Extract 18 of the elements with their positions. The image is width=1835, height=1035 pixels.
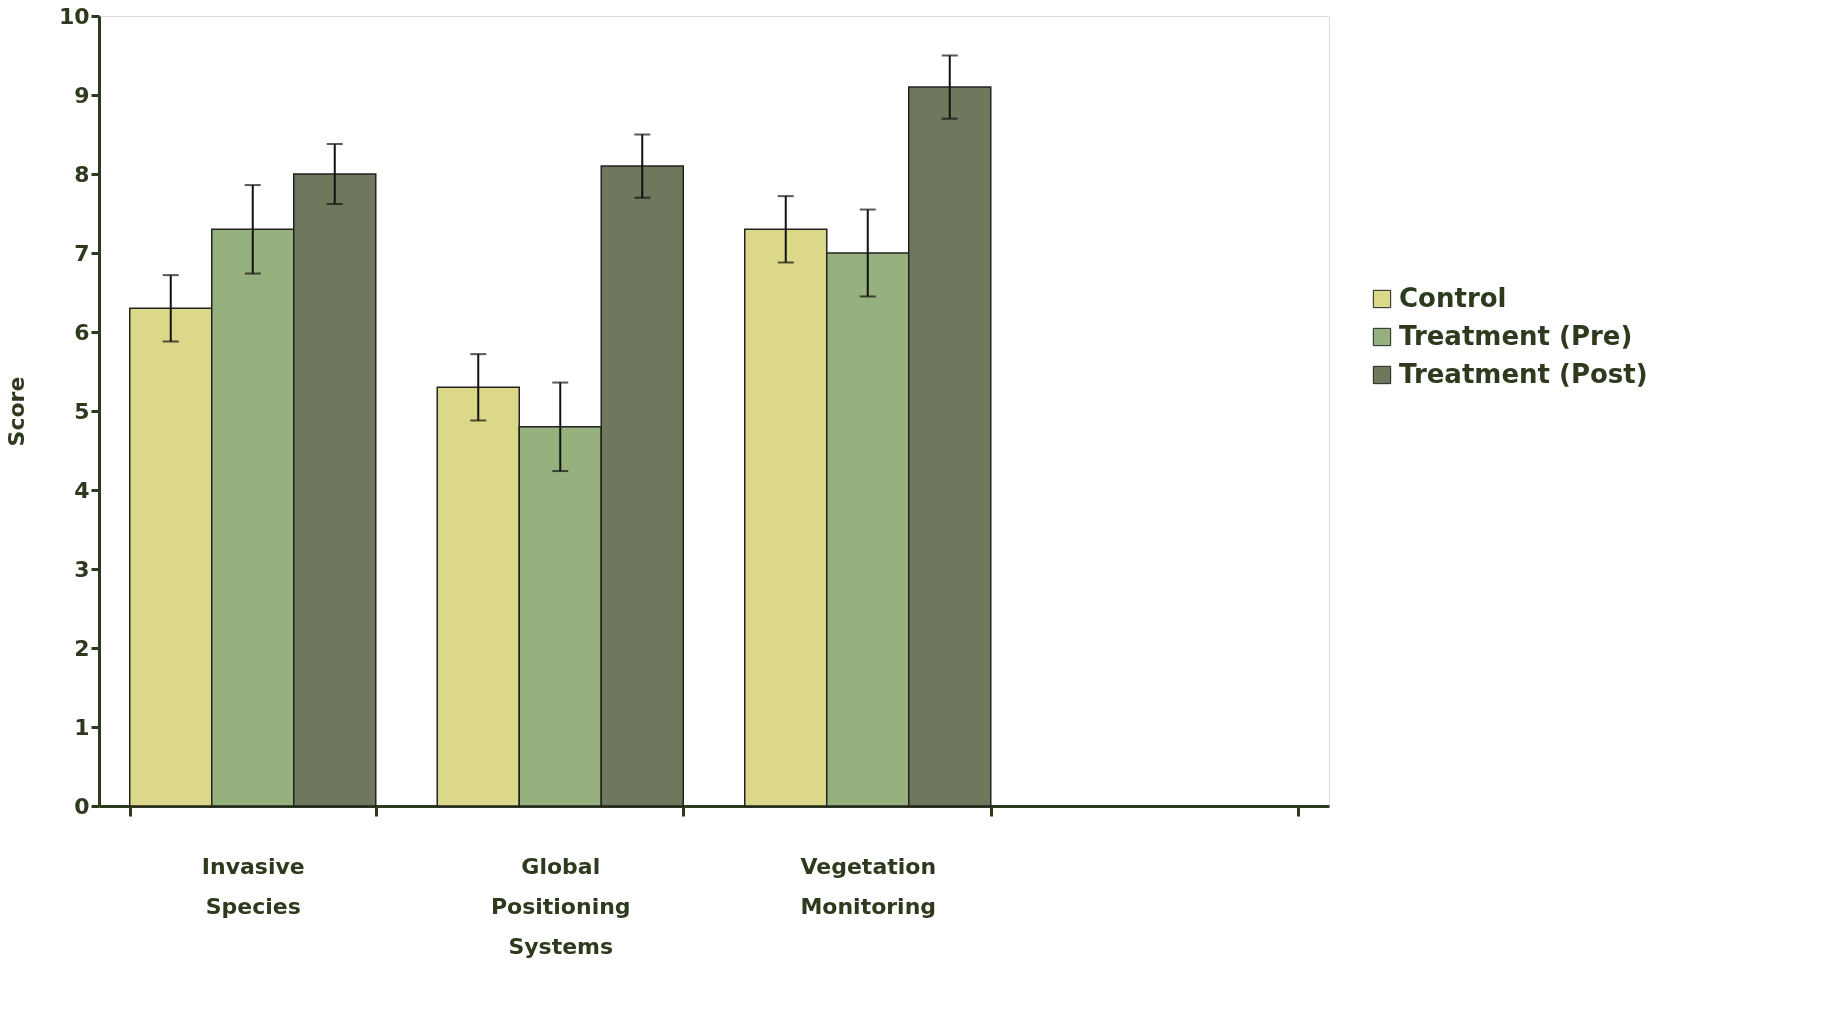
y-tick-label: 8 — [74, 161, 90, 187]
y-tick-label: 5 — [74, 398, 90, 424]
y-tick-label: 2 — [74, 635, 90, 661]
legend-label: Treatment (Pre) — [1399, 321, 1633, 351]
legend-label: Treatment (Post) — [1399, 359, 1648, 389]
x-tick-label: Vegetation Monitoring — [800, 853, 937, 919]
y-tick-label: 7 — [74, 240, 90, 266]
y-tick-label: 1 — [74, 714, 90, 740]
legend-label: Control — [1399, 283, 1507, 313]
y-axis-title: Score — [3, 376, 29, 447]
x-tick-label: Global Positioning Systems — [490, 853, 631, 959]
y-tick-label: 3 — [74, 556, 90, 582]
x-tick-label: Invasive Species — [201, 853, 305, 919]
y-tick-label: 6 — [74, 319, 90, 345]
y-tick-label: 0 — [74, 793, 90, 819]
y-tick-label: 10 — [58, 3, 90, 29]
y-tick-label: 4 — [74, 477, 90, 503]
y-tick-label: 9 — [74, 82, 90, 108]
